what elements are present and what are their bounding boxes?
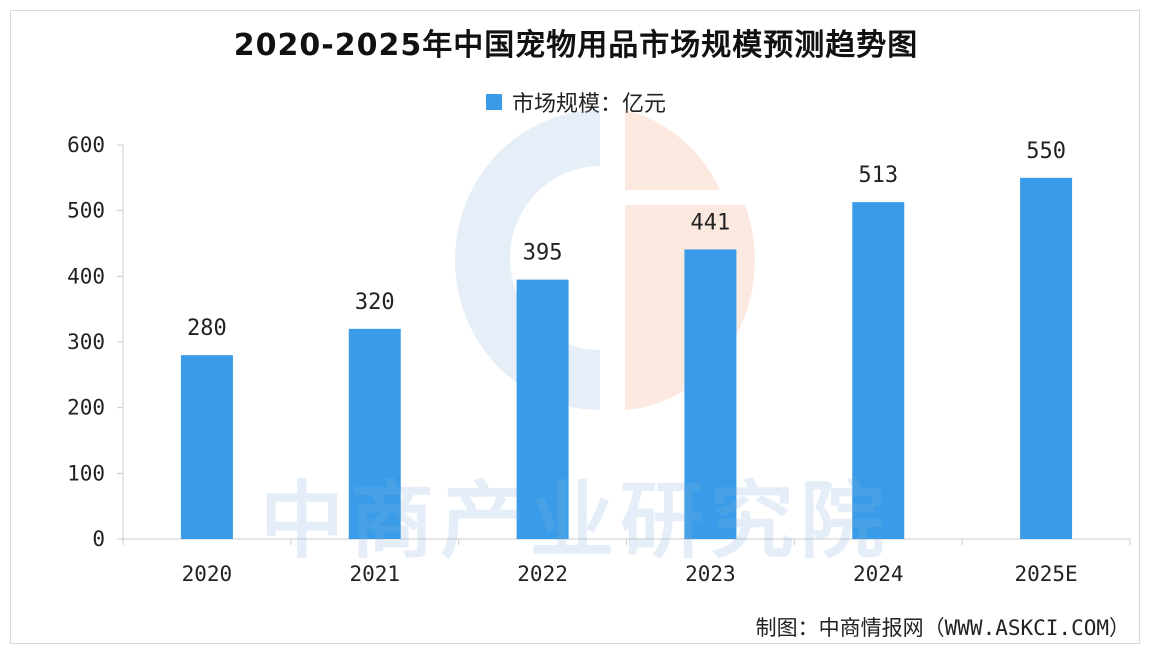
- y-tick-label: 0: [92, 527, 105, 551]
- y-tick-label: 600: [67, 133, 105, 157]
- chart-title: 2020-2025年中国宠物用品市场规模预测趋势图: [233, 28, 919, 63]
- x-tick-label: 2021: [349, 562, 400, 586]
- y-tick-label: 300: [67, 330, 105, 354]
- x-tick-label: 2023: [685, 562, 736, 586]
- data-label: 320: [355, 290, 395, 315]
- x-tick-label: 2024: [853, 562, 904, 586]
- bar: [1020, 177, 1073, 540]
- source-note: 制图：中商情报网（WWW.ASKCI.COM）: [755, 616, 1130, 640]
- watermark-arc-blue: [455, 110, 600, 410]
- x-tick-label: 2025E: [1014, 562, 1077, 586]
- bars: [180, 177, 1073, 540]
- data-labels: 280 320 395 441 513 550: [187, 139, 1066, 341]
- legend-swatch: [485, 94, 502, 110]
- x-axis: 2020 2021 2022 2023 2024 2025E: [122, 538, 1131, 586]
- bar: [348, 328, 401, 539]
- x-tick-label: 2022: [517, 562, 568, 586]
- data-label: 395: [523, 241, 563, 266]
- watermark-text: 中商产业研究院: [260, 472, 890, 570]
- bar: [180, 355, 233, 539]
- chart-frame: [10, 10, 1140, 644]
- legend: 市场规模：亿元: [0, 86, 1152, 118]
- y-tick-label: 500: [67, 199, 105, 223]
- y-tick-label: 100: [67, 461, 105, 485]
- x-tick-label: 2020: [182, 562, 233, 586]
- bar: [684, 249, 737, 539]
- data-label: 550: [1026, 139, 1066, 164]
- y-axis: 0 100 200 300 400 500 600: [67, 133, 124, 551]
- y-tick-label: 200: [67, 396, 105, 420]
- legend-label: 市场规模：亿元: [511, 92, 666, 117]
- y-tick-label: 400: [67, 264, 105, 288]
- watermark-arc-orange: [625, 110, 720, 190]
- data-label: 513: [858, 163, 898, 188]
- data-label: 280: [187, 316, 227, 341]
- bar: [852, 202, 905, 539]
- bar: [516, 279, 569, 539]
- data-label: 441: [691, 210, 731, 235]
- watermark-text-mark: 中商产业研究院: [260, 472, 890, 570]
